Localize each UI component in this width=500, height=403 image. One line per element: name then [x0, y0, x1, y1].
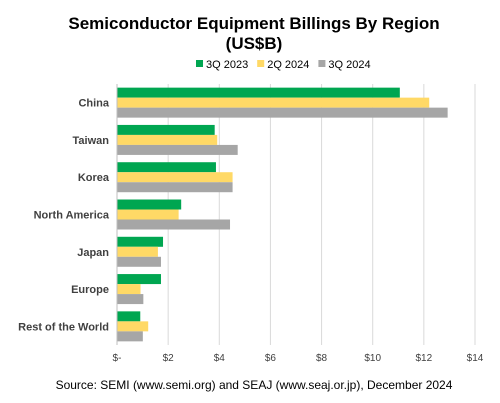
x-tick-label: $2	[163, 353, 175, 364]
legend: 3Q 2023 2Q 2024 3Q 2024	[196, 59, 371, 71]
bar-taiwan-3q-2024	[117, 144, 238, 155]
bar-korea-3q-2024	[117, 182, 233, 193]
category-label-europe: Europe	[71, 284, 109, 296]
bar-japan-3q-2023	[117, 236, 164, 247]
category-labels: China Taiwan Korea North America Japan Europe…	[18, 98, 110, 334]
gridlines	[167, 84, 476, 345]
x-tick-label: $6	[265, 353, 277, 364]
chart-title: Semiconductor Equipment Billings By Regi…	[68, 14, 439, 33]
x-tick-label: $14	[467, 353, 484, 364]
bar-korea-2q-2024	[117, 172, 233, 183]
category-label-north-america: North America	[34, 210, 110, 222]
bar-north-america-2q-2024	[117, 209, 179, 220]
x-tick-label: $12	[416, 353, 433, 364]
category-label-korea: Korea	[78, 172, 110, 184]
x-tick-label: $10	[364, 353, 381, 364]
bar-china-3q-2023	[117, 87, 400, 98]
category-label-japan: Japan	[77, 247, 109, 259]
legend-label-2q-2024: 2Q 2024	[267, 59, 309, 71]
bars	[117, 87, 448, 342]
legend-label-3q-2024: 3Q 2024	[328, 59, 370, 71]
x-tick-label: $8	[316, 353, 328, 364]
bar-europe-3q-2024	[117, 294, 144, 305]
legend-label-3q-2023: 3Q 2023	[206, 59, 248, 71]
bar-rest-of-the-world-3q-2024	[117, 331, 143, 342]
bar-taiwan-2q-2024	[117, 134, 218, 145]
x-axis-ticks: $- $2 $4 $6 $8 $10 $12 $14	[113, 353, 484, 364]
bar-china-2q-2024	[117, 97, 430, 108]
bar-europe-2q-2024	[117, 284, 141, 295]
bar-north-america-3q-2024	[117, 219, 231, 230]
x-tick-label: $-	[113, 353, 122, 364]
bar-japan-2q-2024	[117, 246, 158, 257]
legend-swatch-3q-2024	[318, 60, 326, 67]
bar-taiwan-3q-2023	[117, 124, 215, 135]
bar-korea-3q-2023	[117, 162, 216, 173]
bar-rest-of-the-world-3q-2023	[117, 311, 141, 322]
bar-japan-3q-2024	[117, 256, 161, 267]
bar-china-3q-2024	[117, 107, 448, 118]
bar-north-america-3q-2023	[117, 199, 182, 210]
bar-rest-of-the-world-2q-2024	[117, 321, 149, 332]
bar-europe-3q-2023	[117, 274, 161, 285]
x-tick-label: $4	[214, 353, 226, 364]
category-label-taiwan: Taiwan	[73, 135, 110, 147]
legend-swatch-3q-2023	[196, 60, 203, 67]
category-label-rest-of-the-world: Rest of the World	[18, 321, 109, 333]
legend-swatch-2q-2024	[257, 60, 265, 67]
category-label-china: China	[78, 98, 109, 110]
chart-subtitle: (US$B)	[226, 34, 283, 53]
source-note: Source: SEMI (www.semi.org) and SEAJ (ww…	[56, 378, 453, 392]
